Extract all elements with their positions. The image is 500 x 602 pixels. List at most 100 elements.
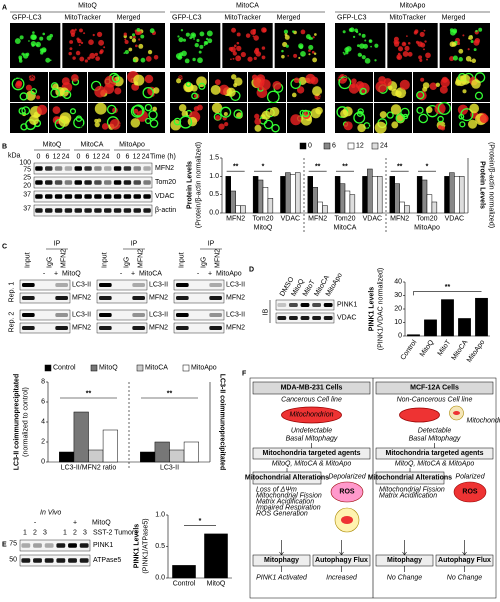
signal xyxy=(435,82,440,87)
signal xyxy=(417,41,423,47)
signal xyxy=(284,34,290,40)
signal xyxy=(19,35,24,40)
signal xyxy=(124,38,127,41)
signal xyxy=(404,45,410,51)
x-tick-label: VDAC xyxy=(281,216,300,223)
channel-label: MitoTracker xyxy=(64,15,101,22)
rep-label: Rep. 2 xyxy=(9,312,16,333)
signal xyxy=(87,56,91,60)
blot-band xyxy=(323,303,333,307)
signal xyxy=(129,35,133,39)
blot-band xyxy=(84,194,92,199)
blot-band xyxy=(21,543,31,548)
signal xyxy=(228,46,233,52)
blot-band xyxy=(56,543,66,548)
signal xyxy=(418,55,423,60)
signal xyxy=(114,87,122,95)
bar xyxy=(312,187,318,214)
signal xyxy=(399,79,410,90)
bar xyxy=(394,183,400,214)
signal xyxy=(312,36,315,39)
blot-band xyxy=(104,180,112,185)
significance: ** xyxy=(315,164,321,171)
kda-tick: 37 xyxy=(23,192,31,199)
signal xyxy=(397,56,401,59)
kda-tick: 25 xyxy=(23,175,31,182)
blot-band xyxy=(54,166,63,171)
signal xyxy=(247,56,253,62)
signal xyxy=(287,55,289,57)
bar xyxy=(424,319,437,337)
signal xyxy=(386,111,394,119)
blot-band xyxy=(123,180,132,185)
signal xyxy=(236,32,241,37)
signal xyxy=(469,103,480,114)
frame-number: 6 xyxy=(240,125,244,132)
signal xyxy=(236,45,242,52)
sign: + xyxy=(131,271,135,278)
signal xyxy=(32,31,35,34)
time-label: 12 xyxy=(93,154,101,161)
signal xyxy=(252,28,256,32)
bar xyxy=(317,201,323,214)
blot-band xyxy=(312,303,322,307)
blot-band xyxy=(104,166,112,171)
in-vivo-label: In Vivo xyxy=(40,510,61,517)
time-label: 6 xyxy=(46,154,50,161)
signal xyxy=(393,40,398,45)
agents-label: Mitochondria targeted agents xyxy=(385,450,483,457)
blot-band xyxy=(45,180,53,185)
blot-membrane xyxy=(19,539,91,552)
signal xyxy=(220,106,232,118)
signal xyxy=(254,124,262,132)
signal xyxy=(191,92,199,100)
signal xyxy=(211,102,223,114)
blot-membrane xyxy=(33,204,153,217)
y-tick-label: 8 xyxy=(41,379,45,386)
signal xyxy=(423,48,425,51)
signal xyxy=(45,57,51,63)
bar xyxy=(267,198,274,214)
blot-band xyxy=(64,180,73,185)
blot-band xyxy=(99,326,112,330)
lane-label: Input xyxy=(179,252,186,268)
channel-label: GFP-LC3 xyxy=(172,15,202,22)
kda-tick: 50 xyxy=(9,557,17,564)
panel-letter: C xyxy=(2,244,7,251)
time-label: 12 xyxy=(133,154,141,161)
frame-number: 7 xyxy=(279,125,283,132)
bar xyxy=(444,176,450,214)
signal xyxy=(351,78,357,84)
blot-band xyxy=(176,313,189,317)
signal xyxy=(310,108,321,119)
treatment-label: MitoApo xyxy=(119,142,145,149)
significance: ** xyxy=(342,164,348,171)
signal xyxy=(429,82,437,91)
blot-band xyxy=(55,313,68,317)
signal xyxy=(475,29,478,33)
panel-letter: B xyxy=(2,144,7,151)
signal xyxy=(281,54,285,59)
group-title: MitoCA xyxy=(236,3,259,10)
signal xyxy=(153,55,159,60)
bar xyxy=(475,297,488,337)
signal xyxy=(109,118,121,130)
signal xyxy=(458,57,463,62)
blot-band xyxy=(45,194,53,199)
signal xyxy=(364,39,367,42)
signal xyxy=(474,38,481,44)
agents-list: MitoQ, MitoCA & MitoApo xyxy=(395,461,475,468)
signal xyxy=(352,35,356,39)
signal xyxy=(406,35,408,37)
signal xyxy=(232,57,235,60)
engulfed-mitochondrion xyxy=(341,516,353,524)
blot-band xyxy=(300,303,310,307)
bar xyxy=(458,318,471,337)
signal xyxy=(170,119,182,131)
treated-mitochondrion xyxy=(453,481,487,503)
signal xyxy=(31,34,37,40)
channel-label: Merged xyxy=(117,15,141,22)
signal xyxy=(144,74,154,84)
signal xyxy=(136,110,148,122)
signal xyxy=(285,44,289,48)
